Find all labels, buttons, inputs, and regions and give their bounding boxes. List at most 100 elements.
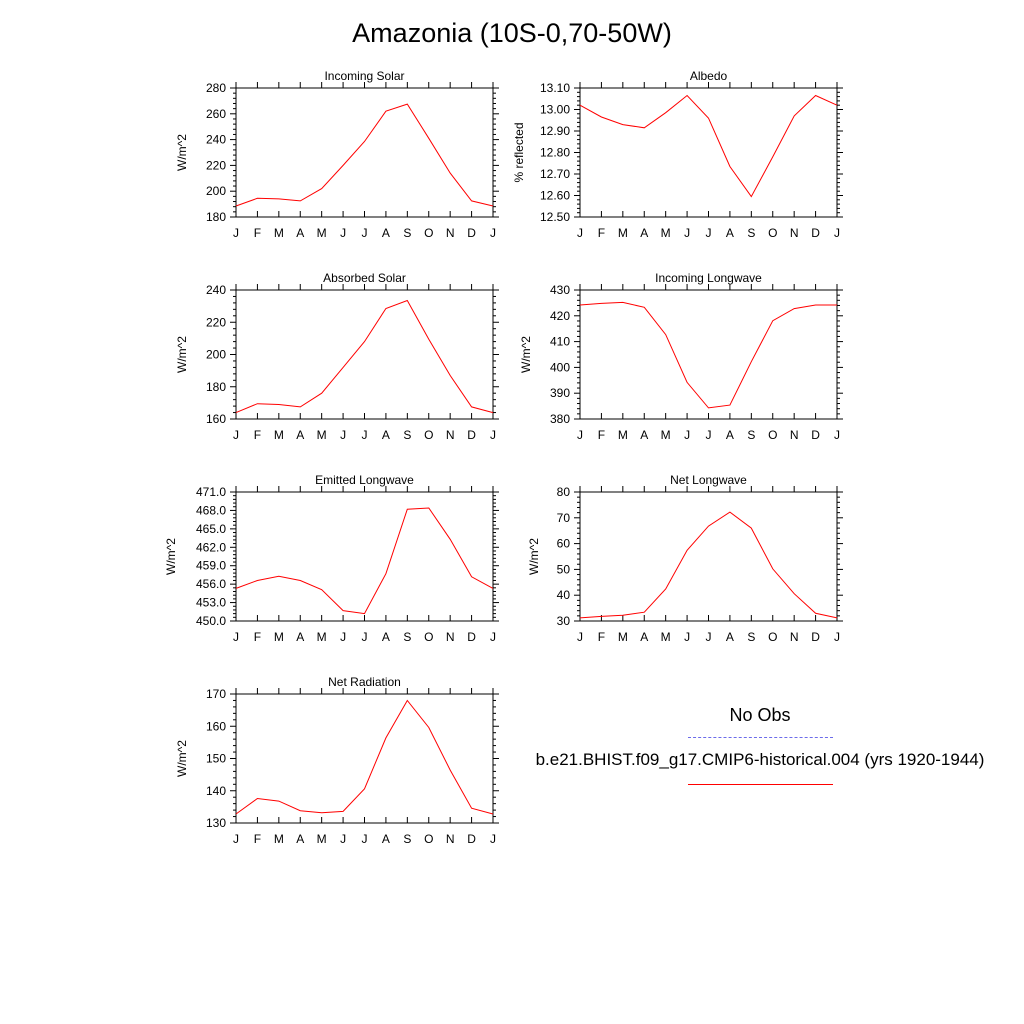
x-tick-label: J: [340, 428, 346, 442]
y-tick-label: 453.0: [196, 596, 226, 610]
x-tick-label: M: [317, 226, 327, 240]
y-tick-label: 160: [206, 412, 226, 426]
y-tick-label: 70: [557, 511, 571, 525]
x-tick-label: M: [274, 428, 284, 442]
y-tick-label: 220: [206, 158, 226, 172]
x-tick-label: J: [490, 226, 496, 240]
x-tick-label: N: [446, 226, 455, 240]
x-tick-label: S: [403, 428, 411, 442]
x-tick-label: J: [362, 226, 368, 240]
x-tick-label: J: [577, 226, 583, 240]
x-tick-label: S: [403, 630, 411, 644]
series-line: [235, 507, 494, 615]
x-tick-label: A: [382, 226, 390, 240]
chart-title: Emitted Longwave: [315, 473, 414, 487]
x-tick-label: M: [317, 630, 327, 644]
x-tick-label: A: [640, 630, 648, 644]
x-tick-label: S: [747, 428, 755, 442]
x-tick-label: A: [726, 630, 734, 644]
x-tick-label: N: [790, 428, 799, 442]
y-tick-label: 200: [206, 348, 226, 362]
y-tick-label: 450.0: [196, 614, 226, 628]
x-tick-label: J: [834, 630, 840, 644]
x-tick-label: M: [661, 226, 671, 240]
x-tick-label: J: [362, 832, 368, 846]
y-tick-label: 468.0: [196, 503, 226, 517]
legend-model-label: b.e21.BHIST.f09_g17.CMIP6-historical.004…: [535, 750, 985, 769]
y-tick-label: 260: [206, 107, 226, 121]
x-tick-label: M: [274, 630, 284, 644]
x-tick-label: J: [362, 428, 368, 442]
plot-frame: [579, 491, 838, 622]
y-axis-label: W/m^2: [527, 538, 541, 575]
series-line: [579, 301, 837, 409]
x-tick-label: J: [834, 428, 840, 442]
y-tick-label: 471.0: [196, 485, 226, 499]
y-tick-label: 13.10: [540, 81, 570, 95]
chart-title: Albedo: [690, 69, 728, 83]
y-tick-label: 12.80: [540, 146, 570, 160]
x-tick-label: M: [317, 428, 327, 442]
x-tick-label: F: [254, 832, 261, 846]
x-tick-label: A: [726, 226, 734, 240]
x-tick-label: J: [340, 630, 346, 644]
x-tick-label: D: [811, 630, 820, 644]
x-tick-label: N: [790, 630, 799, 644]
x-tick-label: S: [403, 226, 411, 240]
x-tick-label: A: [726, 428, 734, 442]
x-tick-label: J: [577, 428, 583, 442]
x-tick-label: J: [684, 226, 690, 240]
x-tick-label: J: [362, 630, 368, 644]
x-tick-label: J: [577, 630, 583, 644]
chart-title: Net Longwave: [670, 473, 747, 487]
y-tick-label: 12.50: [540, 210, 570, 224]
y-tick-label: 220: [206, 315, 226, 329]
legend-obs-label: No Obs: [729, 705, 791, 725]
series-line: [579, 94, 838, 198]
x-tick-label: M: [317, 832, 327, 846]
y-axis-label: % reflected: [512, 122, 526, 182]
x-tick-label: F: [598, 630, 605, 644]
x-tick-label: J: [706, 428, 712, 442]
x-tick-label: M: [274, 832, 284, 846]
x-tick-label: O: [424, 226, 433, 240]
x-tick-label: N: [790, 226, 799, 240]
plot-frame: [235, 693, 494, 824]
page-title: Amazonia (10S-0,70-50W): [352, 18, 672, 48]
y-tick-label: 430: [550, 283, 570, 297]
y-tick-label: 13.00: [540, 103, 570, 117]
x-tick-label: A: [296, 428, 304, 442]
y-tick-label: 140: [206, 784, 226, 798]
x-tick-label: M: [661, 630, 671, 644]
x-tick-label: A: [382, 428, 390, 442]
x-tick-label: A: [296, 832, 304, 846]
x-tick-label: F: [254, 428, 261, 442]
y-tick-label: 150: [206, 752, 226, 766]
y-axis-label: W/m^2: [175, 336, 189, 373]
y-tick-label: 390: [550, 386, 570, 400]
x-tick-label: N: [446, 630, 455, 644]
y-tick-label: 459.0: [196, 559, 226, 573]
y-tick-label: 80: [557, 485, 571, 499]
x-tick-label: J: [233, 832, 239, 846]
plot-frame: [235, 87, 494, 218]
x-tick-label: J: [340, 832, 346, 846]
x-tick-label: O: [424, 832, 433, 846]
x-tick-label: J: [233, 630, 239, 644]
y-tick-label: 400: [550, 360, 570, 374]
y-tick-label: 180: [206, 380, 226, 394]
y-tick-label: 40: [557, 588, 571, 602]
y-tick-label: 200: [206, 184, 226, 198]
x-tick-label: J: [490, 832, 496, 846]
x-tick-label: J: [684, 428, 690, 442]
plot-frame: [579, 289, 838, 420]
x-tick-label: O: [424, 630, 433, 644]
y-tick-label: 240: [206, 283, 226, 297]
x-tick-label: J: [834, 226, 840, 240]
x-tick-label: O: [768, 630, 777, 644]
chart-title: Absorbed Solar: [323, 271, 406, 285]
